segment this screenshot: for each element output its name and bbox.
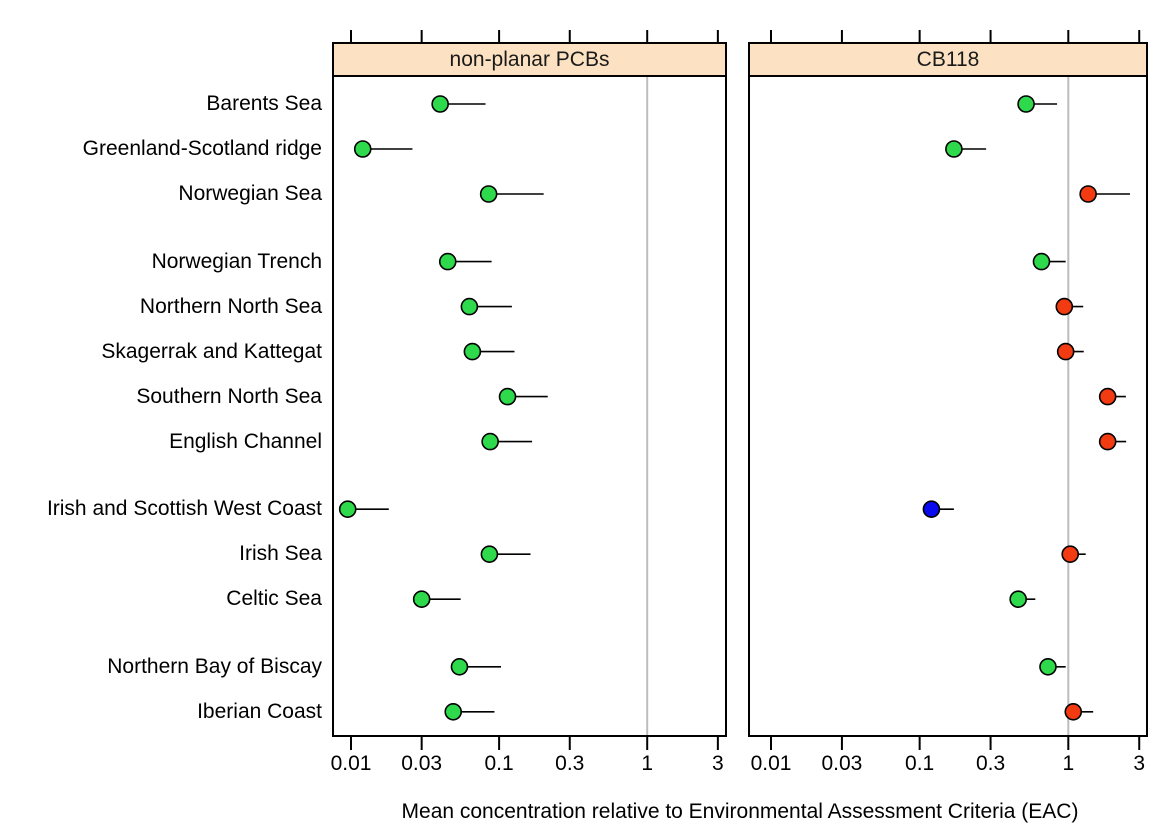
region-label: Northern North Sea (139, 294, 322, 318)
x-tick-label: 0.03 (821, 752, 863, 775)
x-tick-label: 0.01 (750, 752, 792, 775)
region-label: Greenland-Scotland ridge (82, 137, 322, 160)
x-tick-label: 1 (641, 752, 654, 775)
x-tick-label: 0.01 (330, 752, 372, 775)
region-label: Irish and Scottish West Coast (46, 497, 322, 521)
x-tick-label: 3 (1133, 752, 1146, 775)
region-label: Irish Sea (239, 542, 322, 566)
region-label: Southern North Sea (136, 384, 322, 408)
panel-title-non-planar-pcbs: non-planar PCBs (449, 47, 610, 71)
panel-strip-cb118: CB118 (748, 42, 1148, 77)
x-tick-label: 0.3 (975, 752, 1006, 775)
region-label: Norwegian Sea (178, 182, 322, 205)
x-axis-title: Mean concentration relative to Environme… (401, 800, 1079, 823)
x-tick-label: 0.1 (484, 752, 514, 775)
plot-area-cb118 (748, 75, 1148, 737)
region-label: Barents Sea (206, 92, 322, 115)
region-label: English Channel (169, 429, 322, 453)
x-tick-label: 0.3 (555, 752, 585, 775)
region-label: Celtic Sea (226, 587, 322, 611)
region-label: Skagerrak and Kattegat (101, 339, 322, 363)
panel-strip-non-planar-pcbs: non-planar PCBs (332, 42, 727, 77)
panel-title-cb118: CB118 (916, 47, 980, 71)
plot-area-non-planar-pcbs (332, 75, 727, 737)
region-label: Northern Bay of Biscay (107, 654, 322, 678)
region-label: Norwegian Trench (151, 249, 322, 273)
x-tick-label: 3 (712, 752, 724, 775)
x-tick-label: 0.1 (905, 752, 935, 775)
x-tick-label: 1 (1062, 752, 1075, 775)
x-tick-label: 0.03 (401, 752, 443, 775)
region-label: Iberian Coast (197, 699, 322, 723)
